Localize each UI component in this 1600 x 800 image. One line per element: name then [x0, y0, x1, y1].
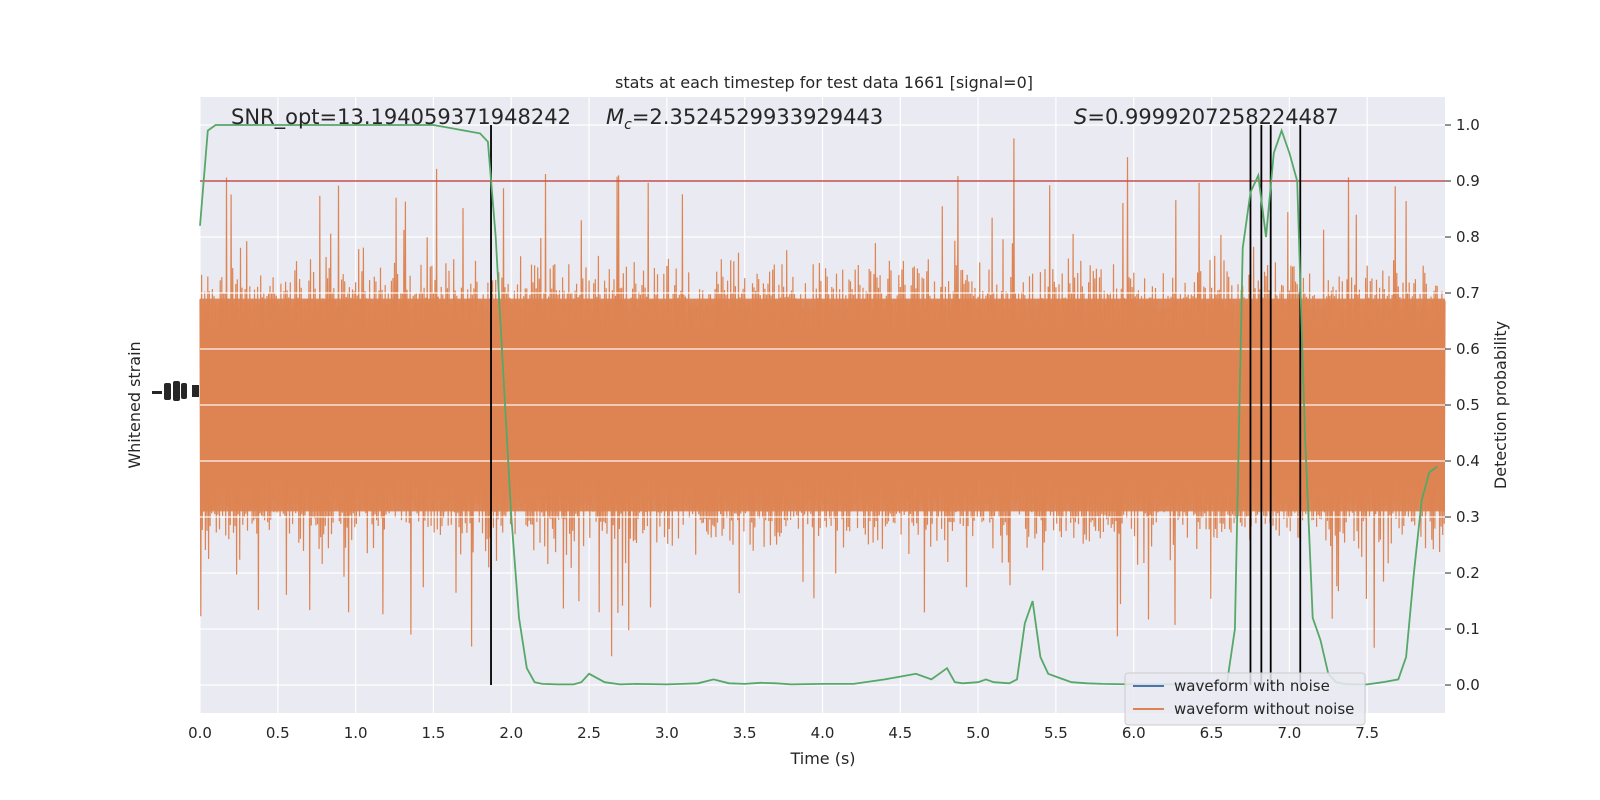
y-tick-label: 0.2 — [1456, 564, 1480, 582]
x-tick-label: 7.0 — [1277, 724, 1301, 742]
x-tick-label: 2.0 — [499, 724, 523, 742]
x-axis-ticks: 0.0 0.5 1.0 1.5 2.0 2.5 3.0 3.5 4.0 4.5 5.0 5.5 6.0 6… — [188, 724, 1379, 742]
x-tick-label: 0.0 — [188, 724, 212, 742]
probability-series — [199, 124, 1438, 686]
legend-label-noise: waveform with noise — [1174, 677, 1330, 695]
y-tick-label: 0.6 — [1456, 340, 1480, 358]
annotation-s: S=0.9999207258224487 — [1074, 105, 1339, 129]
annotation-snr: SNR_opt=13.194059371948242 — [231, 105, 571, 130]
strain-noise-series — [199, 138, 1446, 657]
y-tick-label: 0.0 — [1456, 676, 1480, 694]
x-tick-label: 3.5 — [733, 724, 757, 742]
x-tick-label: 5.0 — [966, 724, 990, 742]
annotation-mc: Mc=2.3524529933929443 — [606, 105, 883, 133]
y-tick-label: 0.9 — [1456, 172, 1480, 190]
x-axis-label: Time (s) — [789, 749, 855, 768]
x-tick-label: 6.0 — [1122, 724, 1146, 742]
legend: waveform with noise waveform without noi… — [1124, 672, 1366, 726]
x-tick-label: 7.5 — [1355, 724, 1379, 742]
y-tick-label: 0.3 — [1456, 508, 1480, 526]
x-tick-label: 0.5 — [266, 724, 290, 742]
x-tick-label: 6.5 — [1200, 724, 1224, 742]
y-tick-label: 0.7 — [1456, 284, 1480, 302]
y-tick-label: 1.0 — [1456, 116, 1480, 134]
chart-title: stats at each timestep for test data 166… — [615, 73, 1033, 92]
y-right-axis-ticks: 0.0 0.1 0.2 0.3 0.4 0.5 0.6 0.7 0.8 0.9 1.0 — [1445, 116, 1480, 694]
detection-lines — [490, 125, 1302, 685]
x-tick-label: 1.0 — [344, 724, 368, 742]
x-tick-label: 4.5 — [888, 724, 912, 742]
y-left-axis-label: Whitened strain — [125, 341, 144, 468]
x-tick-label: 5.5 — [1044, 724, 1068, 742]
x-tick-label: 3.0 — [655, 724, 679, 742]
y-tick-label: 0.4 — [1456, 452, 1480, 470]
probability-line — [199, 124, 1438, 686]
y-tick-label: 0.1 — [1456, 620, 1480, 638]
x-tick-label: 1.5 — [422, 724, 446, 742]
x-tick-label: 2.5 — [577, 724, 601, 742]
legend-label-clean: waveform without noise — [1174, 700, 1354, 718]
y-right-axis-label: Detection probability — [1491, 321, 1510, 489]
y-tick-label: 0.8 — [1456, 228, 1480, 246]
y-tick-label: 0.5 — [1456, 396, 1480, 414]
left-tick-cluster — [152, 381, 199, 401]
x-tick-label: 4.0 — [811, 724, 835, 742]
